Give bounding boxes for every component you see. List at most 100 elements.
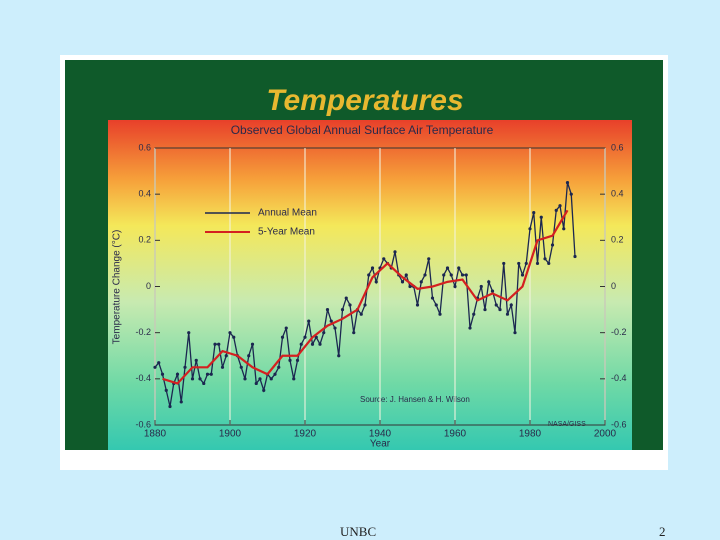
point [277, 365, 281, 369]
point [299, 342, 303, 346]
point [307, 319, 311, 323]
point [168, 404, 172, 409]
y2-tick-label: -0.2 [611, 327, 627, 337]
source-note: Source: J. Hansen & H. Wilson [360, 395, 470, 404]
point [194, 358, 198, 362]
point [565, 181, 570, 185]
point [479, 284, 483, 289]
y-tick-label: -0.2 [135, 327, 151, 337]
point [254, 381, 258, 386]
point [187, 331, 191, 335]
point [288, 358, 292, 362]
point [494, 303, 498, 307]
point [419, 280, 423, 284]
point [370, 266, 375, 270]
point [415, 303, 420, 307]
point [183, 365, 187, 369]
point [333, 326, 337, 330]
point [524, 261, 528, 266]
point [220, 365, 225, 369]
point [247, 354, 251, 358]
point [505, 312, 510, 316]
y2-tick-label: -0.4 [611, 373, 627, 383]
point [232, 335, 236, 339]
footer-text: UNBC [340, 524, 377, 539]
point [359, 312, 363, 316]
point [273, 372, 277, 376]
point [269, 377, 273, 381]
x-tick-label: 1880 [144, 429, 167, 440]
point [532, 211, 536, 215]
point [262, 388, 266, 392]
point [547, 261, 551, 266]
y-tick-label: -0.6 [135, 419, 151, 429]
point [258, 377, 262, 381]
point [363, 303, 367, 307]
point [543, 257, 547, 261]
x-tick-label: 1920 [294, 429, 317, 440]
credit-note: NASA/GISS [548, 421, 586, 428]
x-tick-label: 1960 [444, 429, 467, 440]
point [344, 296, 348, 300]
point [404, 273, 408, 277]
point [434, 303, 438, 307]
point [348, 303, 352, 307]
point [303, 335, 307, 339]
y-tick-label: 0.4 [138, 189, 151, 199]
point [213, 342, 217, 346]
point [175, 372, 180, 376]
point [535, 261, 540, 266]
point [457, 266, 461, 270]
point [400, 280, 405, 284]
point [464, 273, 468, 277]
point [284, 326, 288, 330]
point [382, 257, 386, 261]
chart-subtitle: Observed Global Annual Surface Air Tempe… [231, 123, 494, 137]
point [337, 354, 341, 358]
point [179, 400, 183, 404]
y2-tick-label: 0.4 [611, 189, 624, 199]
chart-title: Temperatures [266, 84, 463, 117]
point [468, 326, 472, 330]
point [393, 250, 397, 254]
point [442, 273, 446, 277]
point [408, 284, 412, 289]
point [228, 331, 232, 335]
point [280, 335, 285, 339]
point [318, 342, 322, 346]
point [550, 243, 555, 247]
point [243, 377, 247, 381]
point [295, 358, 300, 362]
point [322, 331, 326, 335]
legend-label: Annual Mean [258, 208, 317, 219]
point [569, 192, 573, 196]
point [520, 273, 525, 277]
point [157, 361, 161, 365]
series-line [162, 209, 569, 385]
y-tick-label: 0 [146, 281, 151, 291]
point [224, 354, 228, 358]
point [498, 307, 502, 312]
point [314, 335, 318, 339]
y-axis-label: Temperature Change (°C) [112, 230, 123, 345]
point [453, 284, 457, 289]
point [562, 227, 566, 231]
y-tick-label: -0.4 [135, 373, 151, 383]
point [438, 312, 442, 316]
point [190, 377, 195, 381]
point [483, 307, 487, 312]
point [164, 388, 168, 392]
point [573, 254, 577, 259]
page-number: 2 [659, 524, 666, 539]
point [198, 377, 202, 381]
point [445, 266, 450, 270]
point [205, 372, 210, 376]
point [250, 342, 255, 346]
legend-label: 5-Year Mean [258, 227, 315, 238]
point [513, 331, 517, 335]
point [430, 296, 435, 300]
point [352, 331, 356, 335]
point [490, 289, 495, 293]
y2-tick-label: 0.6 [611, 142, 624, 152]
